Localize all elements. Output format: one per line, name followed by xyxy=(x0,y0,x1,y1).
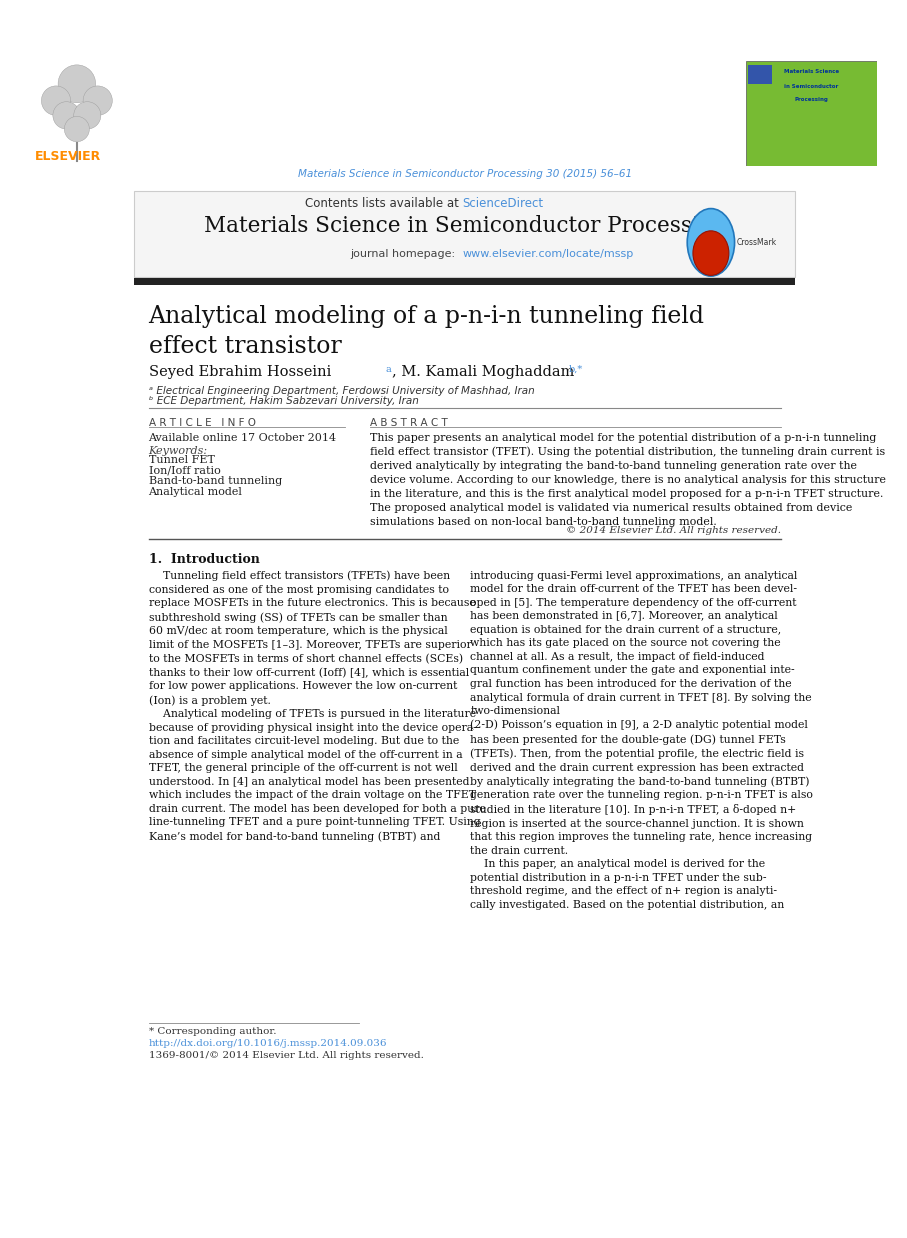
Text: Tunnel FET: Tunnel FET xyxy=(149,454,214,464)
FancyBboxPatch shape xyxy=(134,192,795,277)
Ellipse shape xyxy=(688,208,735,276)
Text: ScienceDirect: ScienceDirect xyxy=(463,197,544,210)
Circle shape xyxy=(64,116,90,141)
Text: 1.  Introduction: 1. Introduction xyxy=(149,552,259,566)
Circle shape xyxy=(53,102,80,129)
Text: Keywords:: Keywords: xyxy=(149,446,208,456)
Text: Analytical model: Analytical model xyxy=(149,488,242,498)
Text: * Corresponding author.: * Corresponding author. xyxy=(149,1026,276,1035)
Bar xyxy=(748,64,772,84)
Text: ELSEVIER: ELSEVIER xyxy=(34,150,101,163)
Circle shape xyxy=(73,102,101,129)
Text: Band-to-band tunneling: Band-to-band tunneling xyxy=(149,477,282,487)
Text: b,*: b,* xyxy=(569,365,583,374)
Ellipse shape xyxy=(693,230,729,275)
Text: Analytical modeling of a p-n-i-n tunneling field
effect transistor: Analytical modeling of a p-n-i-n tunneli… xyxy=(149,305,705,358)
Text: www.elsevier.com/locate/mssp: www.elsevier.com/locate/mssp xyxy=(463,249,634,259)
Text: a: a xyxy=(385,365,391,374)
Text: This paper presents an analytical model for the potential distribution of a p-n-: This paper presents an analytical model … xyxy=(370,432,886,526)
Text: Tunneling field effect transistors (TFETs) have been
considered as one of the mo: Tunneling field effect transistors (TFET… xyxy=(149,571,485,842)
Circle shape xyxy=(42,85,71,115)
Circle shape xyxy=(58,64,95,103)
Text: 1369-8001/© 2014 Elsevier Ltd. All rights reserved.: 1369-8001/© 2014 Elsevier Ltd. All right… xyxy=(149,1051,424,1060)
Text: Available online 17 October 2014: Available online 17 October 2014 xyxy=(149,432,336,443)
Text: in Semiconductor: in Semiconductor xyxy=(785,84,838,89)
Circle shape xyxy=(83,85,112,115)
Text: , M. Kamali Moghaddam: , M. Kamali Moghaddam xyxy=(393,365,580,379)
Text: Ion/Ioff ratio: Ion/Ioff ratio xyxy=(149,465,220,475)
Text: A B S T R A C T: A B S T R A C T xyxy=(370,418,448,428)
Text: Materials Science in Semiconductor Processing: Materials Science in Semiconductor Proce… xyxy=(203,215,727,238)
Text: CrossMark: CrossMark xyxy=(737,238,777,246)
Text: Materials Science: Materials Science xyxy=(784,69,839,74)
Bar xyxy=(134,279,795,285)
Text: ᵃ Electrical Engineering Department, Ferdowsi University of Mashhad, Iran: ᵃ Electrical Engineering Department, Fer… xyxy=(149,386,534,396)
Text: introducing quasi-Fermi level approximations, an analytical
model for the drain : introducing quasi-Fermi level approximat… xyxy=(471,571,814,910)
Text: A R T I C L E   I N F O: A R T I C L E I N F O xyxy=(149,418,256,428)
Text: Processing: Processing xyxy=(795,98,828,103)
Text: Seyed Ebrahim Hosseini: Seyed Ebrahim Hosseini xyxy=(149,365,336,379)
Text: Materials Science in Semiconductor Processing 30 (2015) 56–61: Materials Science in Semiconductor Proce… xyxy=(297,168,632,178)
Text: http://dx.doi.org/10.1016/j.mssp.2014.09.036: http://dx.doi.org/10.1016/j.mssp.2014.09… xyxy=(149,1039,387,1047)
Text: Contents lists available at: Contents lists available at xyxy=(305,197,463,210)
Text: © 2014 Elsevier Ltd. All rights reserved.: © 2014 Elsevier Ltd. All rights reserved… xyxy=(566,526,781,535)
Text: ᵇ ECE Department, Hakim Sabzevari University, Iran: ᵇ ECE Department, Hakim Sabzevari Univer… xyxy=(149,396,418,406)
Text: journal homepage:: journal homepage: xyxy=(351,249,463,259)
